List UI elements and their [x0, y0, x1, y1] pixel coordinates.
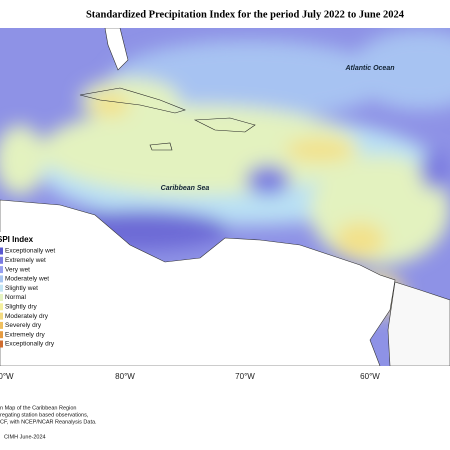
sea-label: Caribbean Sea — [161, 185, 210, 192]
spi-field — [0, 30, 450, 315]
legend-swatch — [0, 331, 3, 339]
legend-label: Very wet — [5, 266, 30, 273]
legend-label: Moderately dry — [5, 313, 49, 320]
legend-label: Extremely dry — [5, 331, 45, 338]
cuba — [79, 87, 186, 114]
legend-swatch — [0, 294, 3, 301]
legend-label: Exceptionally dry — [5, 341, 55, 348]
footer-note: CF, with NCEP/NCAR Reanalysis Data. — [0, 419, 97, 425]
map — [0, 28, 450, 366]
legend-title: SPI Index — [0, 235, 34, 244]
legend-swatch — [0, 303, 3, 311]
longitude-labels: 0°W 80°W 70°W 60°W — [0, 372, 380, 381]
legend-swatch — [0, 256, 3, 264]
legend-box — [0, 232, 60, 342]
south-america-east — [387, 281, 450, 366]
jamaica — [149, 142, 173, 151]
legend-label: Slightly wet — [5, 285, 38, 292]
legend-swatch — [0, 247, 3, 255]
legend-label: Normal — [5, 294, 27, 301]
longitude-label: 0°W — [0, 372, 14, 381]
hispaniola — [193, 117, 256, 133]
longitude-label: 60°W — [360, 372, 380, 381]
florida — [104, 28, 129, 71]
legend-swatch — [0, 312, 3, 320]
longitude-label: 70°W — [235, 372, 255, 381]
footer-note: regating station based observations, — [0, 412, 89, 418]
legend-swatch — [0, 340, 3, 348]
legend-swatch — [0, 275, 3, 283]
legend-swatch — [0, 266, 3, 274]
map-title: Standardized Precipitation Index for the… — [86, 9, 405, 20]
legend-label: Exceptionally wet — [5, 248, 55, 255]
legend-label: Severely dry — [5, 322, 42, 329]
legend-label: Extremely wet — [5, 257, 46, 264]
legend-swatch — [0, 321, 3, 329]
legend-label: Slightly dry — [5, 304, 38, 311]
legend: SPI Index Exceptionally wet Extremely wet… — [0, 232, 60, 348]
central-south-america — [0, 199, 396, 366]
longitude-label: 80°W — [115, 372, 135, 381]
footer-credit: CIMH June-2024 — [4, 434, 46, 440]
legend-swatch — [0, 284, 3, 292]
footer-note: n Map of the Caribbean Region — [0, 405, 76, 411]
legend-label: Moderately wet — [5, 276, 49, 283]
ocean-label: Atlantic Ocean — [344, 65, 394, 72]
